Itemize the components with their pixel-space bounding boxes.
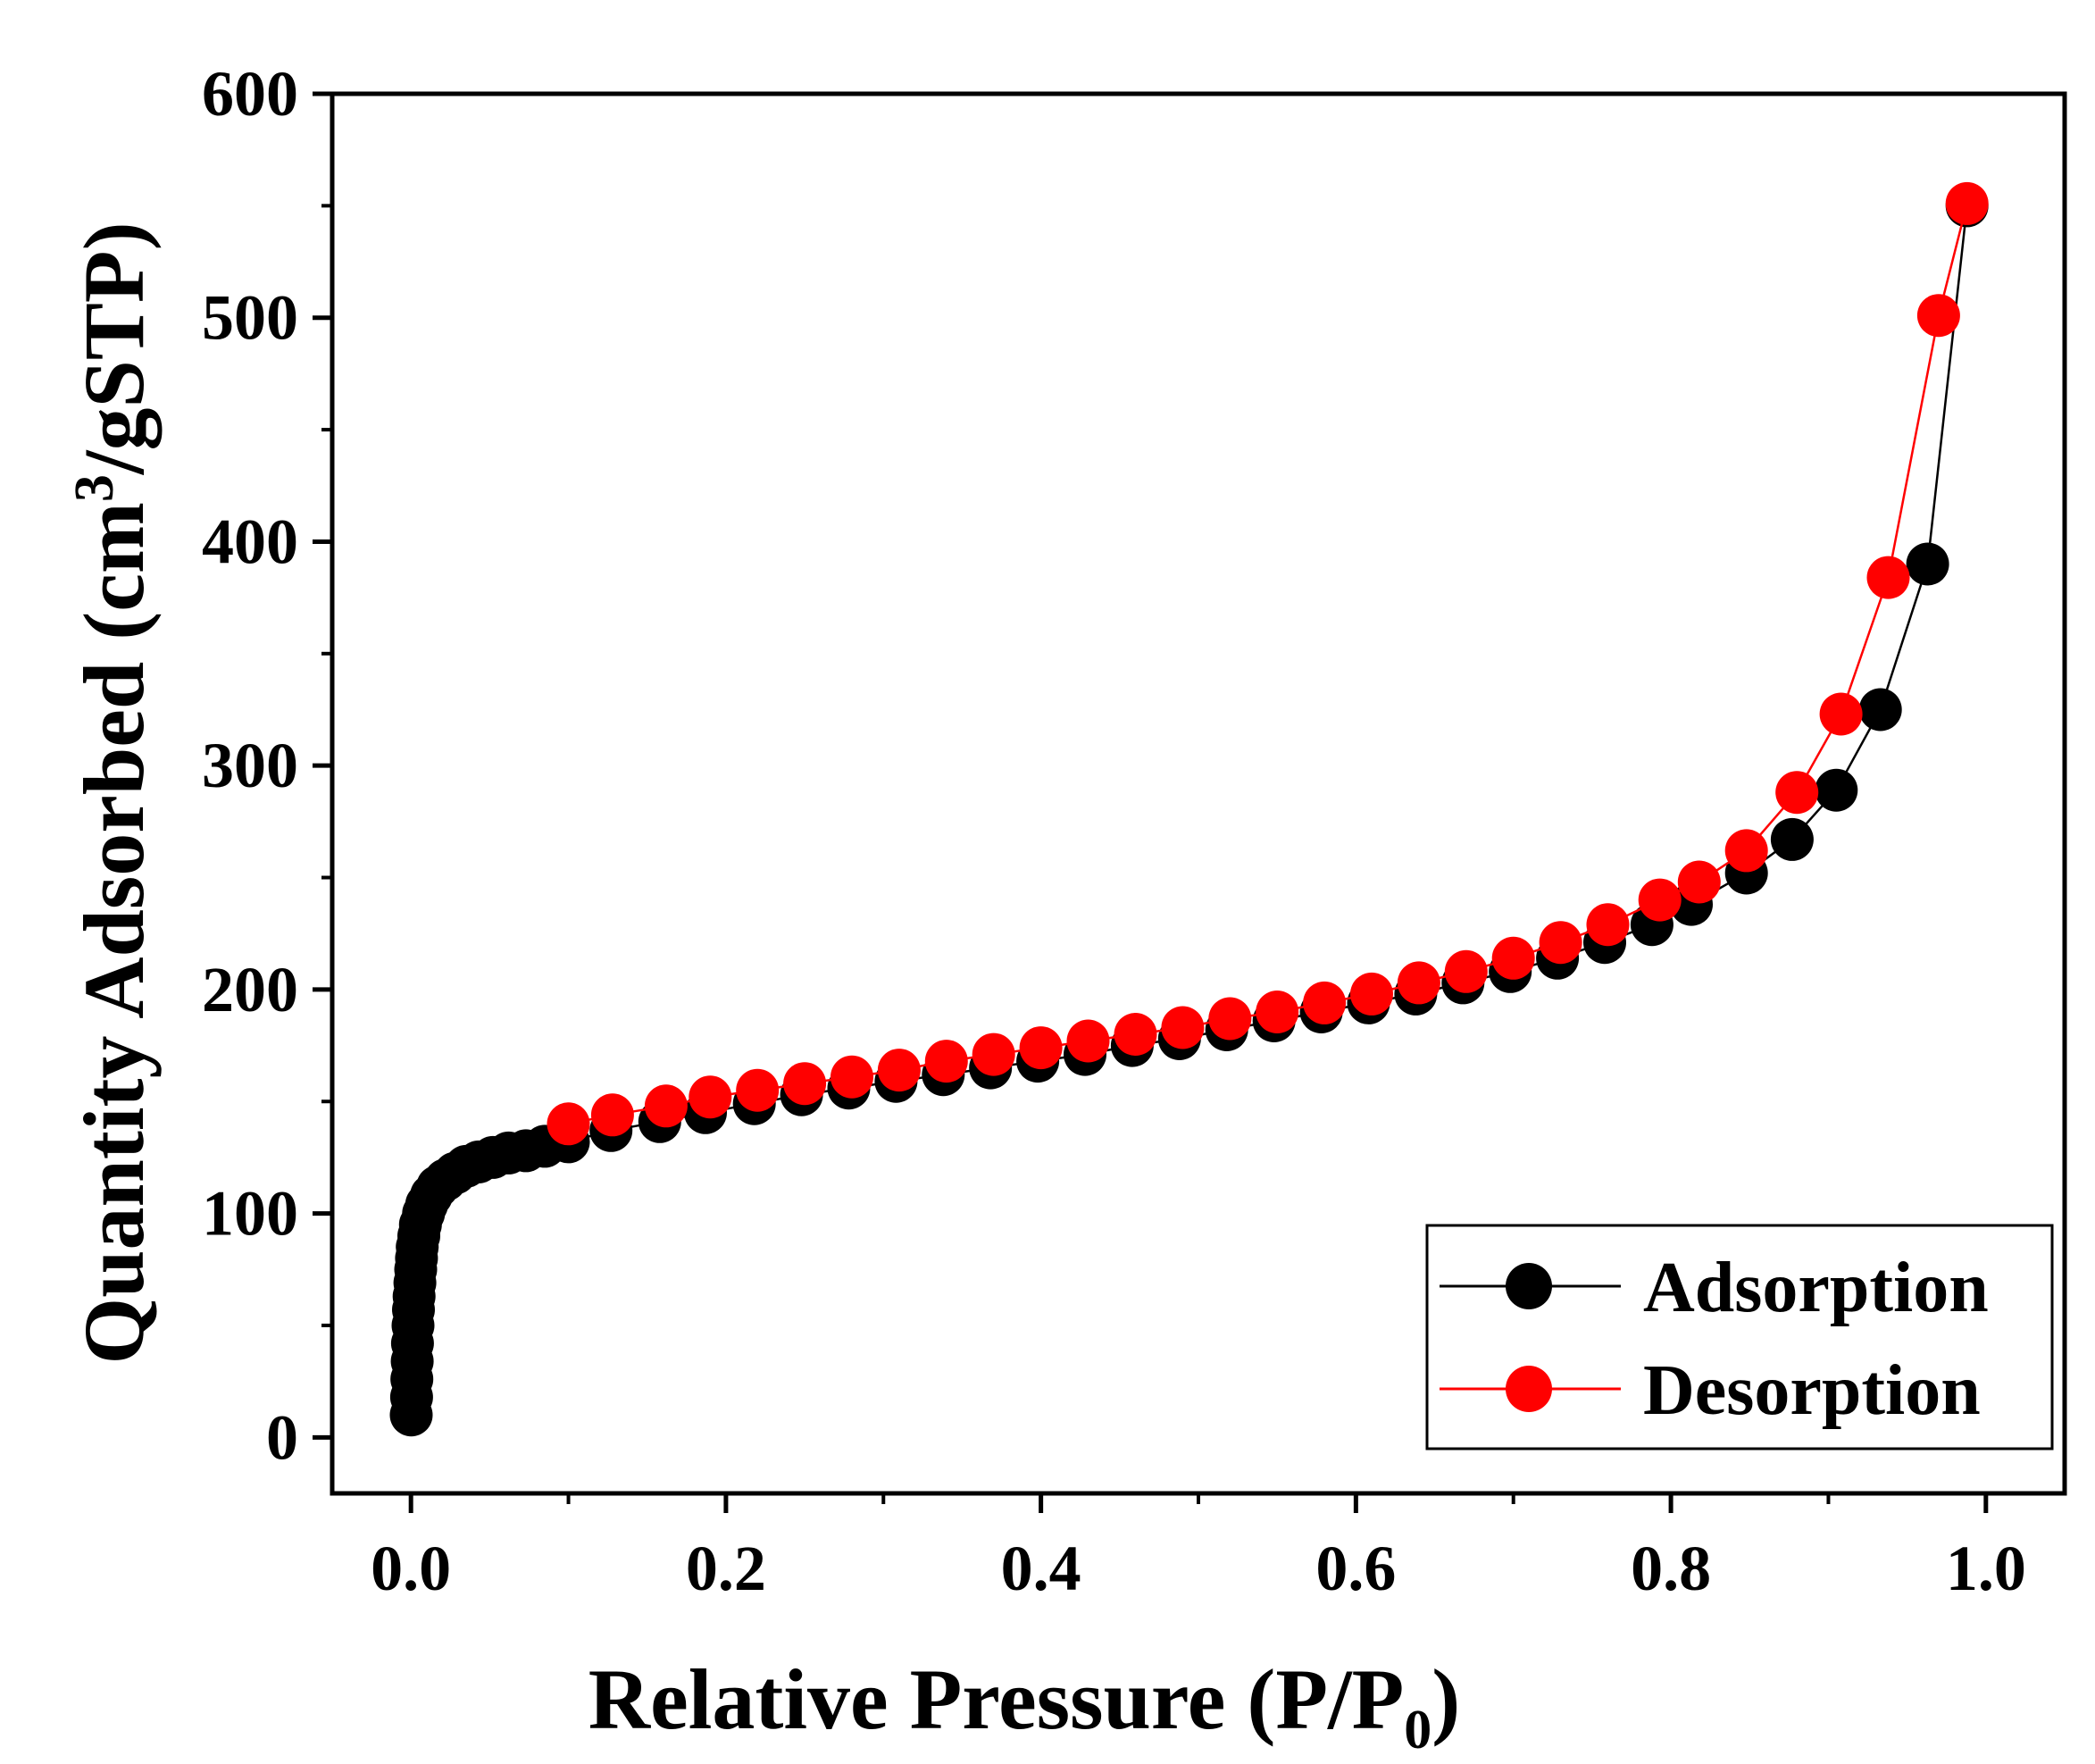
x-tick-label: 0.6 [1315,1533,1396,1604]
legend-label-adsorption: Adsorption [1643,1249,1989,1327]
x-tick-label: 0.4 [1001,1533,1081,1604]
desorption-point [1775,771,1819,815]
desorption-point [877,1049,921,1092]
adsorption-point [1770,817,1814,861]
y-tick-label: 300 [202,730,298,801]
adsorption-point [1815,768,1858,812]
desorption-point [644,1084,688,1128]
desorption-point [1677,860,1721,904]
y-tick-label: 400 [202,506,298,577]
desorption-point [547,1102,590,1146]
x-tick-label: 1.0 [1946,1533,2026,1604]
desorption-point [1819,692,1863,736]
legend-label-desorption: Desorption [1643,1351,1981,1430]
desorption-point [783,1062,827,1106]
x-tick-label: 0.2 [686,1533,766,1604]
desorption-point [1586,903,1630,947]
desorption-point [1019,1026,1063,1070]
desorption-point [972,1032,1015,1076]
desorption-point [736,1068,780,1112]
x-tick-label: 0.0 [371,1533,451,1604]
desorption-point [1161,1006,1205,1049]
desorption-point [1866,556,1910,599]
legend: Adsorption Desorption [1425,1224,2054,1450]
plot-marks [389,181,1989,1437]
desorption-point [830,1055,873,1099]
desorption-point [1444,949,1488,993]
y-axis-title: Quantity Adsorbed (cm3/gSTP) [64,222,162,1364]
x-axis-title: Relative Pressure (P/P0) [588,1651,1460,1760]
x-tick-label: 0.8 [1631,1533,1711,1604]
y-axis-ticks: 0 100 200 300 400 500 600 [202,58,332,1473]
x-axis-title-subscript: 0 [1404,1700,1431,1760]
legend-box [1425,1224,2054,1450]
desorption-point [689,1075,732,1119]
adsorption-point [1906,542,1949,586]
y-tick-label: 600 [202,58,298,130]
desorption-point [924,1040,968,1083]
desorption-point [1208,997,1252,1041]
adsorption-point [1858,688,1902,732]
desorption-point [1397,961,1440,1005]
desorption-point [590,1093,634,1137]
desorption-point [1539,921,1582,965]
desorption-point [1638,878,1682,922]
desorption-point [1256,991,1299,1033]
x-axis-title-end: ) [1431,1651,1460,1747]
series-line-desorption [568,203,1968,1125]
legend-marker-adsorption [1506,1263,1552,1309]
y-axis-title-superscript: 3 [64,474,125,502]
desorption-point [1491,936,1535,980]
x-axis-ticks: 0.0 0.2 0.4 0.6 0.8 1.0 [371,1493,2026,1604]
desorption-point [1945,181,1989,225]
y-tick-label: 200 [202,954,298,1025]
desorption-point [1114,1013,1157,1056]
desorption-point [1724,829,1768,873]
desorption-point [1303,981,1347,1024]
desorption-point [1916,294,1960,338]
desorption-point [1066,1019,1110,1063]
y-tick-label: 100 [202,1178,298,1250]
y-tick-label: 0 [266,1401,298,1473]
series-points-desorption [547,181,1989,1146]
desorption-point [1350,972,1393,1016]
legend-marker-desorption [1506,1366,1552,1412]
y-axis-title-end: /gSTP) [66,222,162,475]
y-tick-label: 500 [202,282,298,354]
